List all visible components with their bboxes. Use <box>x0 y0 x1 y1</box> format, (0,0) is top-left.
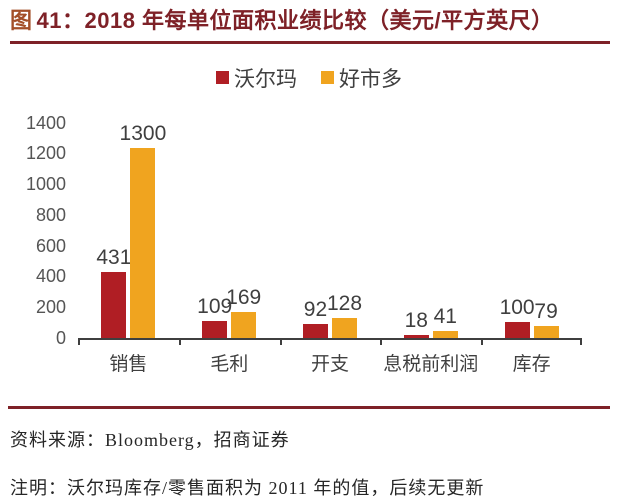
bar-group: 92 128 <box>280 123 381 338</box>
x-axis-tick <box>178 337 181 345</box>
plot: 431 1300 109 169 92 128 18 41 100 79 <box>78 123 582 345</box>
x-axis-category: 毛利 <box>210 353 249 375</box>
x-axis-tick <box>279 337 282 345</box>
y-axis-label: 800 <box>35 204 66 225</box>
legend-label: 好市多 <box>339 67 402 91</box>
bar-value-label: 128 <box>326 292 363 316</box>
bar-value-label: 92 <box>303 297 328 321</box>
bar <box>231 311 257 338</box>
y-axis-label: 600 <box>35 235 66 256</box>
bar-column: 41 <box>432 123 458 338</box>
bar-value-label: 100 <box>499 296 535 320</box>
bar-column: 1300 <box>120 123 166 338</box>
bar-column: 18 <box>403 123 429 338</box>
legend-label: 沃尔玛 <box>234 67 297 91</box>
bar <box>130 147 156 338</box>
x-axis-categories: 销售 毛利 开支 息税前利润 库存 <box>78 349 582 376</box>
note-text: 注明：沃尔玛库存/零售面积为 2011 年的值，后续无更新 <box>10 477 485 498</box>
bar-group: 431 1300 <box>78 123 179 338</box>
bar <box>331 318 357 338</box>
legend-swatch <box>321 71 334 85</box>
bar-value-label: 169 <box>226 285 262 309</box>
bar-column: 169 <box>226 123 261 338</box>
bar <box>302 323 328 338</box>
bar <box>101 271 127 338</box>
y-axis: 0 200 400 600 800 1000 1200 1400 <box>6 114 78 347</box>
chart-legend: 沃尔玛 好市多 <box>0 63 618 93</box>
bar <box>403 334 429 338</box>
bar-value-label: 1300 <box>119 121 167 145</box>
bar <box>533 325 559 338</box>
bar <box>202 320 228 338</box>
legend-item: 好市多 <box>321 63 402 93</box>
x-axis-tick <box>580 337 582 345</box>
figure-label: 图 <box>10 8 33 33</box>
bar-column: 92 <box>302 123 328 338</box>
plot-area: 431 1300 109 169 92 128 18 41 100 79 销售 毛利 开支 息税前利润库… <box>78 123 582 376</box>
figure-title-text: 41：2018 年每单位面积业绩比较（美元/平方英尺） <box>36 8 554 33</box>
x-axis-category: 息税前利润 <box>383 353 479 375</box>
y-axis-label: 1200 <box>25 143 66 164</box>
x-axis-tick <box>380 337 383 345</box>
x-axis-tick <box>78 337 80 345</box>
bar-value-label: 18 <box>404 308 428 332</box>
x-axis-category: 库存 <box>512 353 551 375</box>
y-axis-label: 1400 <box>25 112 66 133</box>
divider-rule <box>8 405 610 409</box>
bar-column: 109 <box>197 123 232 338</box>
legend-item: 沃尔玛 <box>216 63 297 93</box>
legend-swatch <box>216 71 229 85</box>
bar-value-label: 41 <box>433 305 457 329</box>
figure-title: 图 41：2018 年每单位面积业绩比较（美元/平方英尺） <box>10 6 610 44</box>
source-text: 资料来源：Bloomberg，招商证券 <box>10 429 290 450</box>
bar-column: 431 <box>96 123 131 338</box>
bar <box>504 322 530 338</box>
bar-column: 128 <box>327 123 362 338</box>
x-axis-category: 销售 <box>109 353 148 375</box>
bar-column: 79 <box>533 123 559 338</box>
bar-column: 100 <box>500 123 535 338</box>
bar-group: 18 41 <box>380 123 481 338</box>
y-axis-label: 1000 <box>25 174 66 195</box>
x-axis-category: 开支 <box>310 353 349 375</box>
y-axis-label: 200 <box>35 296 66 317</box>
bar-value-label: 109 <box>197 294 233 318</box>
bar-value-label: 79 <box>534 299 558 323</box>
bar <box>432 331 458 338</box>
x-axis-tick <box>481 337 484 345</box>
bar-group: 100 79 <box>481 123 582 338</box>
bar-chart: 0 200 400 600 800 1000 1200 1400 431 1300 109 169 9… <box>6 114 582 376</box>
y-axis-label: 0 <box>55 327 66 348</box>
report-figure: 图 41：2018 年每单位面积业绩比较（美元/平方英尺） 沃尔玛 好市多 0 200… <box>0 6 618 498</box>
bar-value-label: 431 <box>96 245 132 269</box>
y-axis-label: 400 <box>35 266 66 287</box>
bar-group: 109 169 <box>179 123 280 338</box>
